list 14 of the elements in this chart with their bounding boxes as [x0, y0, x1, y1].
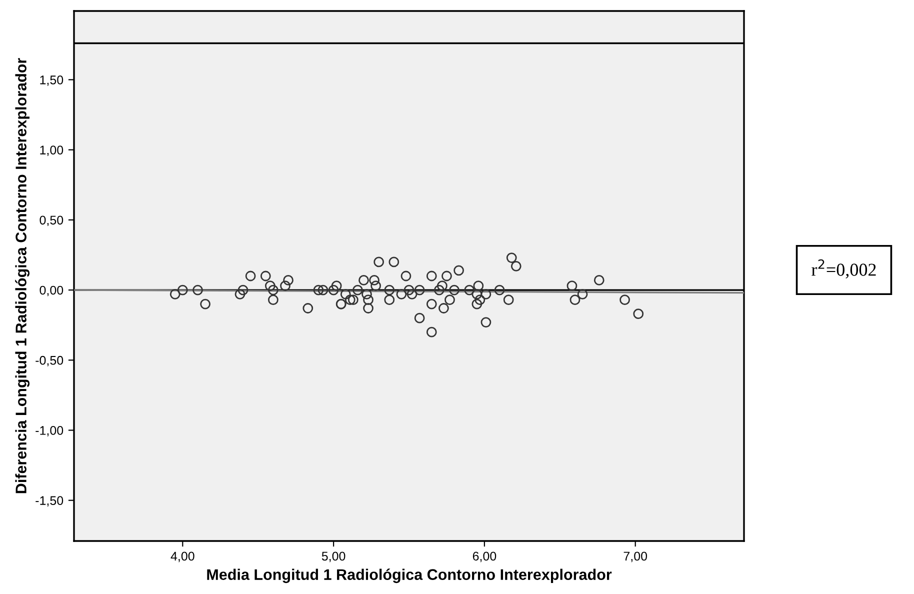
y-tick-label: 0,00 [40, 286, 64, 296]
x-tick-label: 6,00 [472, 552, 496, 562]
y-tick-label: 1,00 [40, 146, 64, 156]
y-tick-label: -1,50 [36, 496, 64, 506]
y-tick-label: -1,00 [36, 426, 64, 436]
x-tick-label: 4,00 [170, 552, 194, 562]
text: r$^{2}$=0,002 [812, 259, 876, 278]
y-tick-label: 0,50 [40, 216, 64, 226]
y-tick-label: 1,50 [40, 76, 64, 86]
y-axis-title: Diferencia Longitud 1 Radiológica Contorno Interexplorador [15, 58, 30, 494]
y-tick-label: -0,50 [36, 356, 64, 366]
x-tick-label: 5,00 [322, 552, 346, 562]
x-axis-title: Media Longitud 1 Radiológica Contorno Interexplorador [207, 568, 612, 584]
x-tick-label: 7,00 [624, 552, 648, 562]
